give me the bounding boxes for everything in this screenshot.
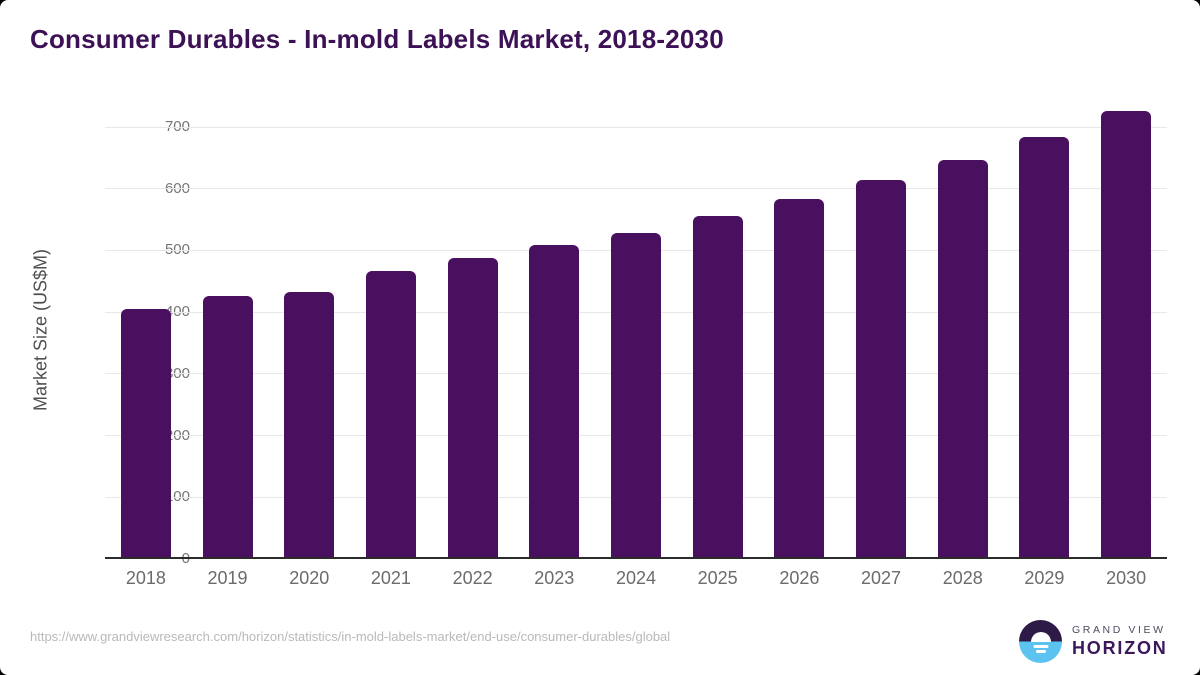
y-tick-label: 200 bbox=[164, 426, 190, 444]
x-tick-label-2019: 2019 bbox=[207, 568, 248, 588]
x-tick-label-2018: 2018 bbox=[125, 568, 166, 588]
source-url-link[interactable]: https://www.grandviewresearch.com/horizo… bbox=[30, 629, 671, 644]
sun-reflection-line bbox=[1035, 650, 1046, 653]
bar-slot bbox=[432, 0, 514, 559]
y-tick-label: 400 bbox=[164, 303, 190, 321]
bar-2020 bbox=[284, 292, 335, 559]
bar-slot bbox=[595, 0, 677, 559]
bar-2027 bbox=[856, 180, 907, 559]
x-tick-label-2026: 2026 bbox=[779, 568, 820, 588]
bar-slot bbox=[350, 0, 432, 559]
x-tick-label-2024: 2024 bbox=[615, 568, 656, 588]
x-tick-label-2022: 2022 bbox=[452, 568, 493, 588]
bar-slot bbox=[187, 0, 269, 559]
bar-slot bbox=[922, 0, 1004, 559]
x-tick-label-2028: 2028 bbox=[942, 568, 983, 588]
y-axis-title: Market Size (US$M) bbox=[30, 248, 51, 412]
x-tick-label-2027: 2027 bbox=[861, 568, 902, 588]
logo-horizon-text: HORIZON bbox=[1072, 638, 1168, 658]
y-tick-label: 100 bbox=[164, 488, 190, 506]
bar-slot bbox=[1004, 0, 1086, 559]
x-axis-tick-labels: 2018 2019 2020 2021 2022 2023 2024 2025 2026 2027… bbox=[105, 568, 1167, 589]
bar-slot bbox=[759, 0, 841, 559]
bar-2026 bbox=[774, 199, 825, 559]
x-tick-label-2025: 2025 bbox=[697, 568, 738, 588]
bar-slot bbox=[1085, 0, 1167, 559]
bar-2024 bbox=[610, 233, 661, 559]
sun-dome-shape bbox=[1030, 631, 1051, 642]
x-axis-line bbox=[105, 557, 1167, 559]
bar-slot bbox=[268, 0, 350, 559]
chart-title: Consumer Durables - In-mold Labels Marke… bbox=[30, 24, 724, 54]
y-tick-label: 300 bbox=[164, 364, 190, 382]
logo-grand-view-text: GRAND VIEW bbox=[1072, 624, 1166, 636]
bar-2028 bbox=[937, 160, 988, 559]
plot-area: 0100200300400500600700 bbox=[105, 0, 1167, 567]
y-tick-label: 500 bbox=[164, 241, 190, 259]
horizon-sunrise-icon bbox=[1019, 620, 1062, 663]
bar-2021 bbox=[365, 271, 416, 559]
x-tick-label-2023: 2023 bbox=[534, 568, 575, 588]
sun-reflection-line bbox=[1033, 645, 1048, 648]
bar-2025 bbox=[692, 216, 743, 559]
grand-view-horizon-logo: GRAND VIEW HORIZON bbox=[1019, 620, 1168, 663]
gridline bbox=[105, 126, 1167, 128]
bar-2029 bbox=[1019, 137, 1070, 559]
bar-2023 bbox=[529, 245, 580, 559]
y-tick-label: 600 bbox=[164, 179, 190, 197]
bar-slot bbox=[840, 0, 922, 559]
gridline bbox=[105, 188, 1167, 190]
bar-2030 bbox=[1101, 111, 1152, 559]
bar-2022 bbox=[447, 258, 498, 559]
bar-2018 bbox=[120, 309, 171, 559]
bar-2019 bbox=[202, 296, 253, 559]
logo-wordmark: GRAND VIEW HORIZON bbox=[1072, 624, 1168, 659]
x-tick-label-2020: 2020 bbox=[289, 568, 330, 588]
x-tick-label-2021: 2021 bbox=[370, 568, 411, 588]
bar-slot bbox=[513, 0, 595, 559]
bar-slot bbox=[677, 0, 759, 559]
bar-series bbox=[105, 0, 1167, 559]
x-tick-label-2029: 2029 bbox=[1024, 568, 1065, 588]
x-tick-label-2030: 2030 bbox=[1106, 568, 1147, 588]
bar-slot bbox=[105, 0, 187, 559]
